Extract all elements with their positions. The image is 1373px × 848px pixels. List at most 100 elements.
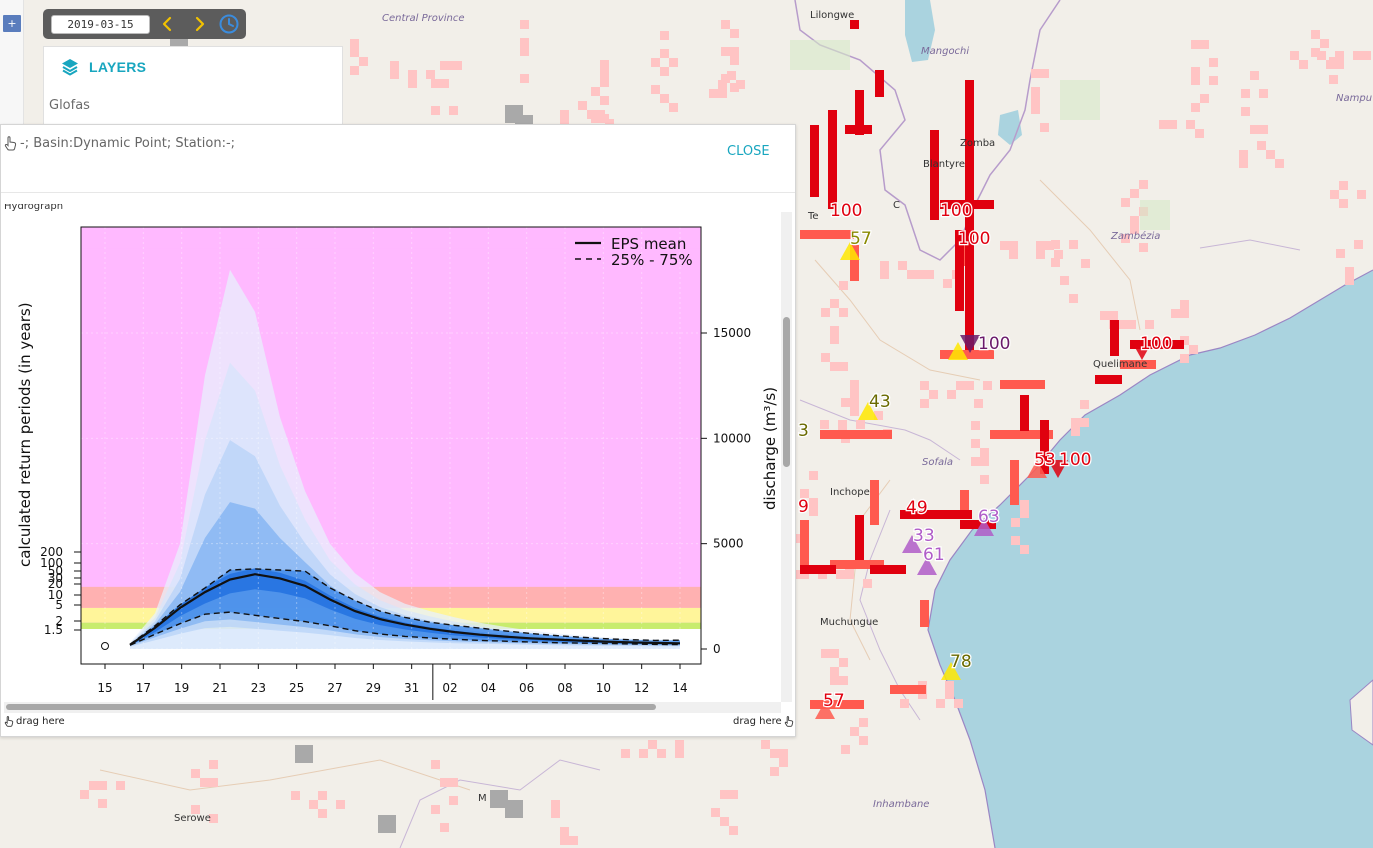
cell-mid — [985, 350, 994, 359]
cell-low — [426, 70, 435, 79]
cell-high — [949, 200, 958, 209]
close-button[interactable]: CLOSE — [727, 144, 770, 159]
cell-high — [828, 110, 837, 119]
cell-high — [809, 565, 818, 574]
cell-low — [1317, 51, 1326, 60]
indian-ocean — [928, 270, 1373, 848]
cell-low — [1118, 320, 1127, 329]
cell-low — [1051, 258, 1060, 267]
cell-high — [958, 200, 967, 209]
cell-high — [810, 125, 819, 134]
cell-low — [1080, 418, 1089, 427]
cell-mid — [1036, 380, 1045, 389]
cell-low — [1071, 418, 1080, 427]
cell-low — [1180, 336, 1189, 345]
cell-low — [1100, 311, 1109, 320]
cell-mid — [828, 700, 837, 709]
cell-low — [841, 745, 850, 754]
cell-low — [965, 381, 974, 390]
cell-mid — [870, 480, 879, 489]
cell-high — [930, 148, 939, 157]
station-marker-icon — [917, 557, 937, 575]
cell-low — [209, 814, 218, 823]
cell-low — [1339, 181, 1348, 190]
cell-low — [821, 308, 830, 317]
cell-high — [1110, 320, 1119, 329]
drag-handle-left[interactable]: drag here — [4, 716, 65, 727]
horizontal-scroll-thumb[interactable] — [6, 704, 656, 710]
layers-icon[interactable] — [60, 57, 80, 77]
cell-low — [520, 47, 529, 56]
cell-mid — [850, 263, 859, 272]
drag-handle-right[interactable]: drag here — [733, 716, 794, 727]
cell-mid — [855, 700, 864, 709]
cell-high — [1040, 447, 1049, 456]
cell-high — [828, 173, 837, 182]
cell-high — [930, 211, 939, 220]
cell-high — [955, 275, 964, 284]
layers-title[interactable]: LAYERS — [89, 59, 147, 75]
return-period-label: 33 — [913, 526, 935, 546]
cell-high — [965, 314, 974, 323]
cell-high — [1104, 375, 1113, 384]
place-label: C — [893, 200, 900, 211]
station-markers[interactable] — [815, 242, 1152, 719]
cell-low — [1339, 199, 1348, 208]
cell-mid — [1010, 460, 1019, 469]
x-tick-label: 15 — [97, 681, 112, 695]
cell-high — [855, 542, 864, 551]
hydrograph-plot-frame[interactable]: 15 17 19 21 23 25 27 29 31 02 04 06 08 10 12 14 1.5 2 5 10… — [4, 212, 792, 715]
cell-high — [954, 510, 963, 519]
cell-high — [1040, 429, 1049, 438]
cell-low — [1209, 58, 1218, 67]
cell-low — [730, 47, 739, 56]
zoom-in-button[interactable]: + — [3, 15, 21, 32]
cell-low — [863, 579, 872, 588]
cell-low — [1109, 311, 1118, 320]
left-tick-label: 200 — [40, 545, 63, 559]
chart-legend: EPS mean 25% - 75% — [575, 235, 693, 269]
cell-mid — [820, 430, 829, 439]
cell-low — [318, 791, 327, 800]
layer-item-glofas[interactable]: Glofas — [49, 98, 90, 113]
cell-low — [800, 489, 809, 498]
cell-high — [965, 278, 974, 287]
cell-low — [1299, 60, 1308, 69]
cell-low — [800, 570, 809, 579]
hand-pointer-icon — [784, 716, 793, 727]
cell-mid — [960, 248, 969, 257]
cell-low — [721, 47, 730, 56]
cell-low — [1036, 250, 1045, 259]
cell-low — [809, 471, 818, 480]
return-period-label: 100 — [940, 201, 972, 221]
place-label: M — [478, 793, 487, 804]
left-tick-label: 1.5 — [44, 623, 63, 637]
cell-high — [930, 202, 939, 211]
cell-low — [520, 74, 529, 83]
station-marker-icon — [974, 518, 994, 536]
cell-mid — [960, 239, 969, 248]
chevron-right-icon[interactable] — [188, 13, 210, 35]
cell-high — [965, 260, 974, 269]
cell-high — [1148, 340, 1157, 349]
cell-high — [1110, 338, 1119, 347]
clock-icon[interactable] — [218, 13, 240, 35]
return-period-label: 53 — [1034, 450, 1056, 470]
chevron-left-icon[interactable] — [157, 13, 179, 35]
cell-low — [730, 83, 739, 92]
cell-high — [855, 533, 864, 542]
return-period-label: 100 — [978, 334, 1010, 354]
cell-low — [841, 398, 850, 407]
cell-low — [729, 826, 738, 835]
cell-high — [888, 565, 897, 574]
cell-low — [660, 49, 669, 58]
cell-high — [810, 170, 819, 179]
cell-low — [1054, 250, 1063, 259]
date-toolbar: 2019-03-15 — [43, 9, 246, 39]
vertical-scroll-thumb[interactable] — [783, 317, 790, 467]
date-input[interactable]: 2019-03-15 — [51, 15, 150, 34]
cell-mid — [800, 529, 809, 538]
cell-low — [925, 270, 934, 279]
cell-low — [600, 78, 609, 87]
cell-low — [440, 823, 449, 832]
